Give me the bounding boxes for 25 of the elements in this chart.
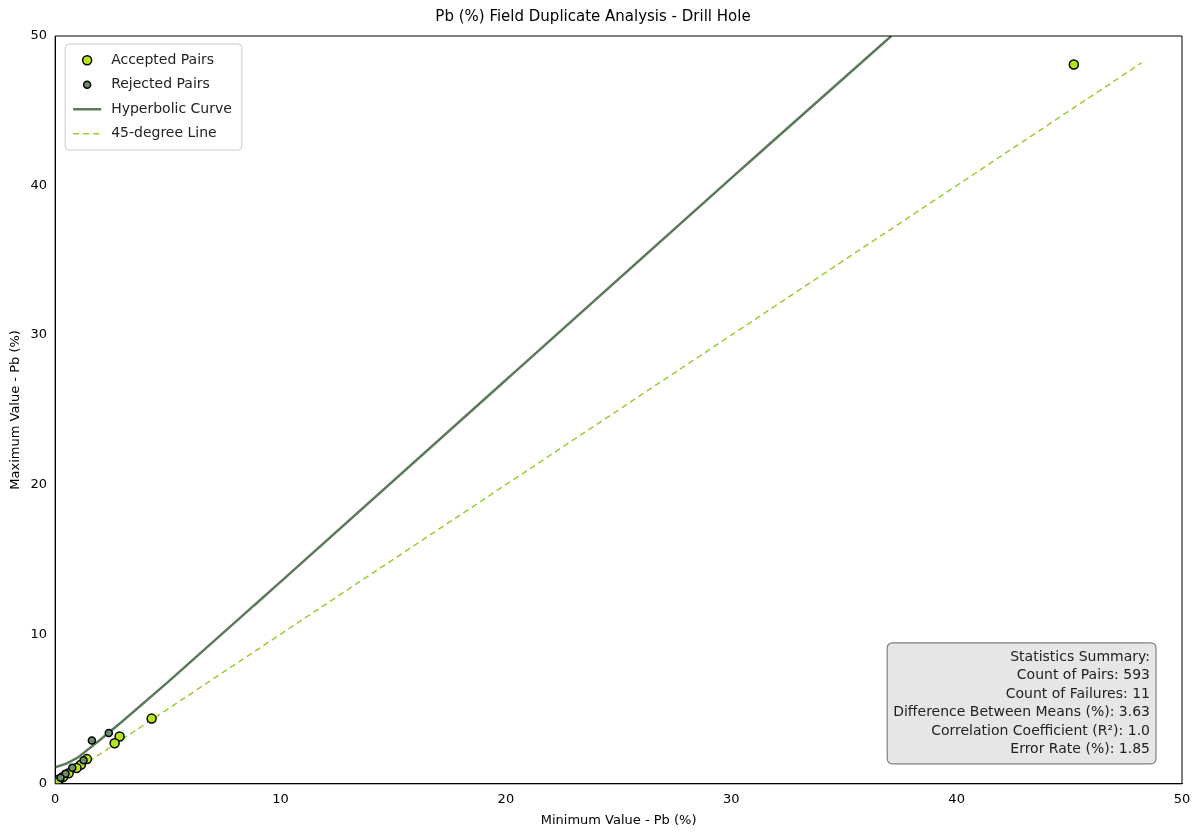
y-axis-title: Maximum Value - Pb (%) [7, 330, 23, 490]
y-tick-label: 10 [30, 625, 48, 641]
annotation: Count of Failures: 11 [1005, 684, 1150, 701]
x-axis-title: Minimum Value - Pb (%) [540, 811, 697, 827]
x-tick-label: 50 [1173, 790, 1191, 806]
legend-label: Hyperbolic Curve [111, 99, 232, 116]
y-tick-label: 0 [38, 775, 48, 791]
y-tick-label: 20 [30, 476, 48, 492]
annotation: Statistics Summary: [1010, 647, 1150, 664]
annotation: Count of Pairs: 593 [1016, 666, 1150, 683]
legend-label: 45-degree Line [111, 124, 217, 141]
annotation: Difference Between Means (%): 3.63 [893, 703, 1150, 720]
x-tick-label: 0 [51, 790, 60, 806]
x-tick-label: 30 [722, 790, 740, 806]
y-tick-label: 30 [30, 326, 48, 342]
y-tick-label: 40 [30, 176, 48, 192]
annotation: Correlation Coefficient (R²): 1.0 [931, 721, 1150, 738]
chart-title: Pb (%) Field Duplicate Analysis - Drill Hole [435, 6, 751, 25]
x-tick-label: 10 [272, 790, 289, 806]
legend-label: Accepted Pairs [111, 50, 215, 67]
y-tick-label: 50 [30, 27, 48, 43]
legend-label: Rejected Pairs [111, 75, 210, 92]
annotation: Error Rate (%): 1.85 [1010, 740, 1150, 757]
x-tick-label: 40 [948, 790, 965, 806]
x-tick-label: 20 [497, 790, 515, 806]
